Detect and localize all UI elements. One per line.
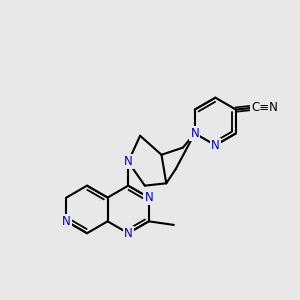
- Text: C≡N: C≡N: [251, 101, 278, 114]
- Text: N: N: [124, 155, 133, 168]
- Text: N: N: [190, 127, 199, 140]
- Text: N: N: [144, 191, 153, 204]
- Text: N: N: [211, 139, 220, 152]
- Text: N: N: [124, 227, 133, 240]
- Text: N: N: [62, 215, 71, 228]
